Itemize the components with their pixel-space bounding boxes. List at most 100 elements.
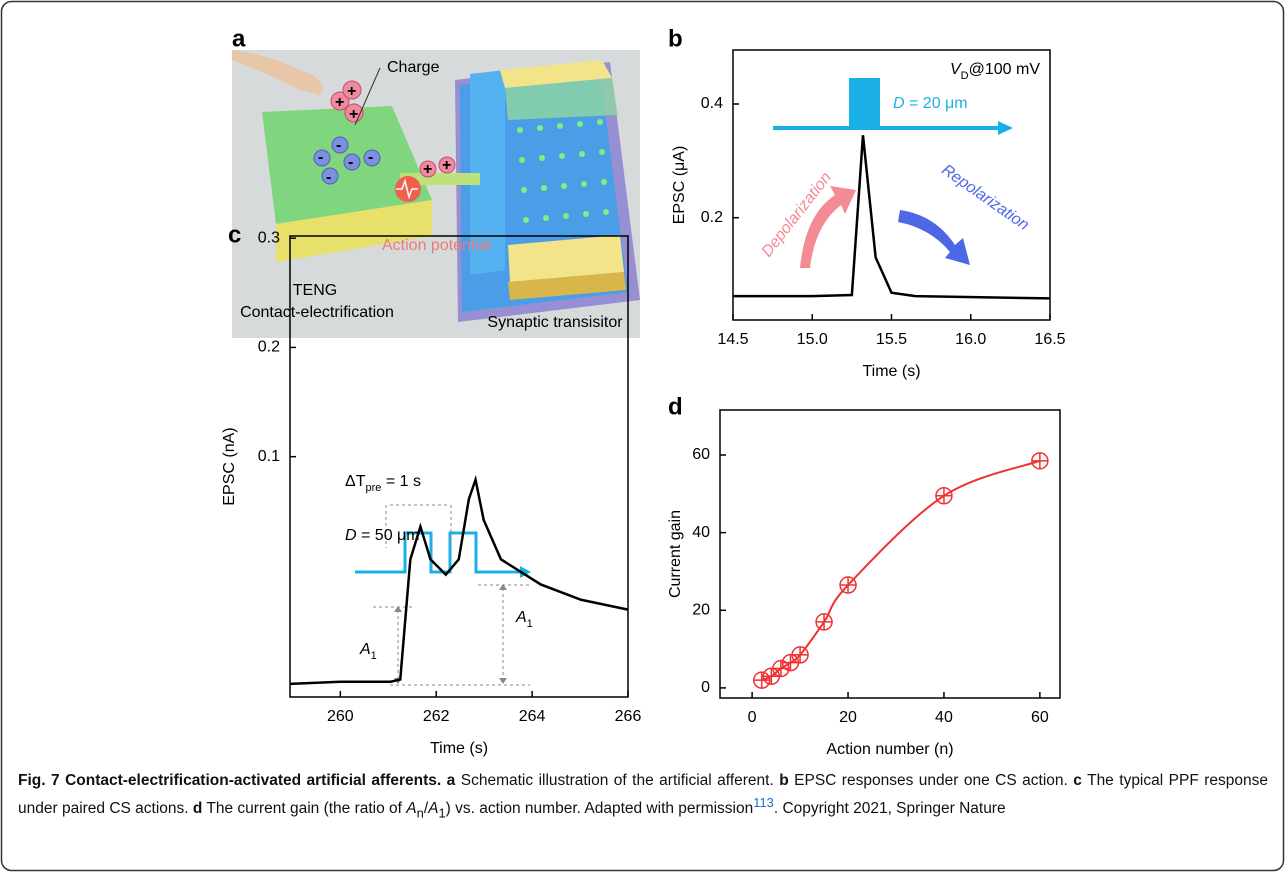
plot-frame xyxy=(289,235,629,698)
annotation: ΔTpre = 1 s xyxy=(345,473,421,494)
text-run: pre xyxy=(365,482,381,494)
pulse-b xyxy=(773,78,1013,135)
x-tick-label: 266 xyxy=(615,708,642,725)
svg-text:-: - xyxy=(368,149,373,166)
marker xyxy=(752,671,771,689)
svg-text:-: - xyxy=(326,169,331,186)
y-tick-label: 0.3 xyxy=(258,229,280,246)
y-tick-label: 0.1 xyxy=(258,448,280,465)
x-tick-label: 15.0 xyxy=(797,331,828,348)
caption-run: ) vs. action number. Adapted with permis… xyxy=(445,800,754,818)
text-run: 1 xyxy=(527,618,533,630)
caption-run: EPSC responses under one CS action. xyxy=(788,772,1074,789)
marker-plus xyxy=(763,668,780,685)
text-run: = 1 s xyxy=(381,473,421,490)
x-tick-label: 264 xyxy=(519,708,546,725)
x-tick-label: 16.0 xyxy=(955,331,986,348)
pulse-c xyxy=(355,531,531,578)
x-tick-label: 0 xyxy=(748,709,757,726)
marker-plus xyxy=(840,577,857,594)
text-run: A xyxy=(515,609,527,626)
plot-frame xyxy=(719,409,1061,699)
text-run: 1 xyxy=(371,650,377,662)
plot-frame xyxy=(732,49,1051,321)
y-tick-label: 0.2 xyxy=(701,209,723,226)
caption-run: n xyxy=(416,805,424,821)
x-axis-label: Action number (n) xyxy=(826,741,953,758)
caption-run: b xyxy=(779,772,789,789)
data-line xyxy=(289,474,629,686)
guides-c xyxy=(373,504,530,686)
annotation: VD@100 mV xyxy=(950,61,1040,82)
caption-run: d xyxy=(192,800,203,818)
text-run: V xyxy=(950,61,962,78)
data-line xyxy=(733,135,1051,300)
label-contact: Contact-electrification xyxy=(240,304,394,321)
annotation: D = 50 μm xyxy=(345,527,420,544)
marker xyxy=(935,487,953,505)
x-axis-label: Time (s) xyxy=(862,363,920,380)
annotation: A1 xyxy=(359,641,377,662)
text-run: D xyxy=(893,95,905,112)
y-tick-label: 0.2 xyxy=(258,339,280,356)
caption-run: The typical PPF response under paired CS… xyxy=(18,772,1269,818)
caption-run: . Copyright 2021, Springer Nature xyxy=(773,800,1006,818)
svg-text:+: + xyxy=(423,161,432,178)
y-tick-label: 0.4 xyxy=(701,95,723,112)
svg-text:+: + xyxy=(442,157,451,174)
marker-plus xyxy=(1031,452,1048,469)
marker-plus xyxy=(753,672,770,689)
x-tick-label: 260 xyxy=(327,708,354,725)
svg-text:+: + xyxy=(347,83,356,100)
x-tick-label: 40 xyxy=(935,709,953,726)
caption-run: Fig. 7 Contact-electrification-activated… xyxy=(18,772,442,789)
svg-text:+: + xyxy=(335,94,344,111)
caption-run: / xyxy=(423,800,429,818)
x-tick-label: 16.5 xyxy=(1034,331,1065,348)
caption-run: A xyxy=(428,800,439,818)
text-run: = 50 μm xyxy=(357,527,420,544)
marker-plus xyxy=(792,646,809,663)
caption-run: 1 xyxy=(438,805,446,821)
panel-label: b xyxy=(668,25,683,52)
x-tick-label: 15.5 xyxy=(876,331,907,348)
panel-label: c xyxy=(228,221,241,248)
label-teng: TENG xyxy=(293,282,337,299)
y-tick-label: 0 xyxy=(701,679,710,696)
text-run: D xyxy=(961,70,969,82)
guide-arrowheads xyxy=(394,584,507,684)
caption: Fig. 7 Contact-electrification-activated… xyxy=(18,770,1268,824)
text-run: ΔT xyxy=(345,473,366,490)
marker-plus xyxy=(816,613,833,630)
svg-text:-: - xyxy=(318,149,323,166)
text-run: D xyxy=(345,527,357,544)
marker-plus xyxy=(782,654,799,671)
caption-run: a xyxy=(446,772,456,789)
x-axis-label: Time (s) xyxy=(430,740,488,757)
caption-run: c xyxy=(1073,772,1082,789)
x-tick-label: 20 xyxy=(839,709,857,726)
y-axis-label: EPSC (μA) xyxy=(671,146,688,225)
text-run: = 20 μm xyxy=(905,95,968,112)
text-run: A xyxy=(359,641,371,658)
annotation: A1 xyxy=(515,609,533,630)
panel-label: a xyxy=(232,25,246,52)
caption-run: Schematic illustration of the artificial… xyxy=(455,772,780,789)
schematic: ++++ + --- -- Charge Action potential TENG… xyxy=(232,25,640,338)
arrows-b xyxy=(800,186,970,268)
y-tick-label: 20 xyxy=(692,601,710,618)
svg-text:-: - xyxy=(348,154,353,171)
marker-plus xyxy=(935,487,952,504)
marker xyxy=(791,646,809,664)
annotation: D = 20 μm xyxy=(893,95,968,112)
marker xyxy=(772,659,790,678)
svg-text:-: - xyxy=(336,137,341,154)
y-tick-label: 60 xyxy=(692,446,710,463)
marker xyxy=(839,576,857,594)
svg-text:+: + xyxy=(349,106,358,123)
label-charge: Charge xyxy=(387,59,440,76)
x-tick-label: 60 xyxy=(1031,709,1049,726)
